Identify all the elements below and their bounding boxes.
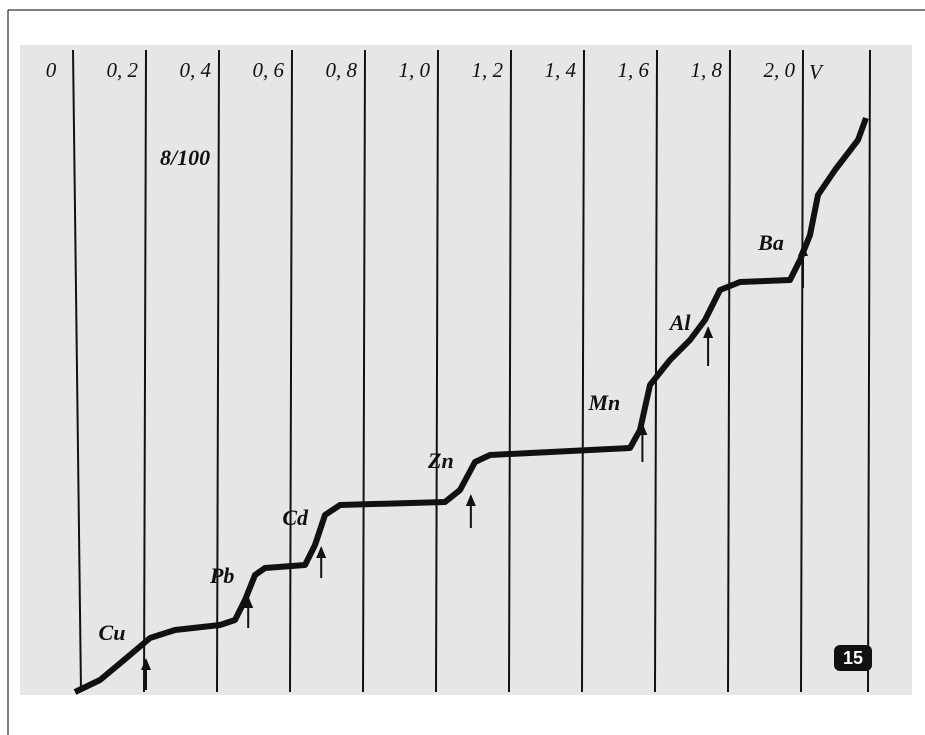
figure-number: 15 bbox=[843, 648, 863, 668]
wave-label: Mn bbox=[588, 390, 621, 415]
wave-label: Al bbox=[668, 310, 692, 335]
figure: 8/100 15 0 0, 2 0, 4 0, 6 0, 8 1, 0 1, 2 1, 4 1,… bbox=[0, 0, 925, 735]
x-tick-label: 2, 0 bbox=[764, 58, 796, 82]
sensitivity-label: 8/100 bbox=[160, 145, 210, 170]
x-tick-label: 0, 8 bbox=[326, 58, 358, 82]
wave-label: Cd bbox=[282, 505, 309, 530]
x-tick-label: 1, 6 bbox=[618, 58, 650, 82]
photo-background bbox=[20, 45, 912, 695]
x-tick-label: 1, 8 bbox=[691, 58, 723, 82]
x-tick-label: 0, 6 bbox=[253, 58, 285, 82]
wave-label: Ba bbox=[757, 230, 784, 255]
wave-label: Zn bbox=[427, 448, 454, 473]
x-tick-label: 0, 2 bbox=[107, 58, 139, 82]
x-tick-label: 1, 2 bbox=[472, 58, 504, 82]
x-axis-label: V bbox=[809, 60, 824, 84]
x-tick-label: 0, 4 bbox=[180, 58, 212, 82]
x-tick-label: 1, 0 bbox=[399, 58, 431, 82]
wave-label: Pb bbox=[209, 563, 234, 588]
x-tick-label: 0 bbox=[46, 58, 57, 82]
x-tick-label: 1, 4 bbox=[545, 58, 577, 82]
wave-label: Cu bbox=[99, 620, 126, 645]
